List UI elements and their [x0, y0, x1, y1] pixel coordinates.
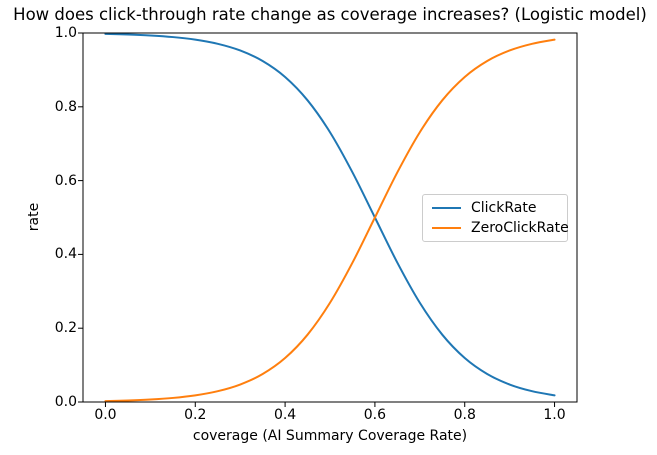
legend: ClickRate ZeroClickRate	[422, 194, 569, 242]
x-tick-label: 0.8	[453, 407, 476, 423]
y-axis-label: rate	[26, 202, 42, 232]
y-tick-label: 0.6	[54, 172, 77, 189]
zeroclickrate-line-swatch	[432, 227, 461, 230]
x-tick-label: 0.4	[273, 407, 297, 423]
legend-label-zeroclickrate: ZeroClickRate	[471, 220, 569, 237]
y-tick-label: 0.2	[54, 320, 77, 337]
x-tick-label: 0.0	[94, 407, 117, 423]
legend-item-zeroclickrate: ZeroClickRate	[432, 219, 569, 238]
y-tick-label: 0.4	[54, 246, 77, 263]
y-tick-label: 1.0	[54, 25, 77, 41]
zeroclickrate-line	[104, 38, 556, 403]
plot-frame	[82, 32, 578, 403]
legend-label-clickrate: ClickRate	[471, 199, 537, 216]
clickrate-line-swatch	[432, 206, 461, 209]
x-tick-label: 0.2	[184, 407, 207, 423]
x-tick-label: 1.0	[543, 407, 566, 423]
chart-title: How does click-through rate change as co…	[13, 5, 647, 24]
clickrate-line	[104, 32, 556, 397]
x-axis-label: coverage (AI Summary Coverage Rate)	[192, 428, 468, 444]
y-tick-label: 0.8	[54, 98, 77, 115]
legend-item-clickrate: ClickRate	[432, 198, 558, 217]
x-tick-label: 0.6	[363, 407, 387, 423]
y-tick-label: 0.0	[54, 394, 77, 410]
